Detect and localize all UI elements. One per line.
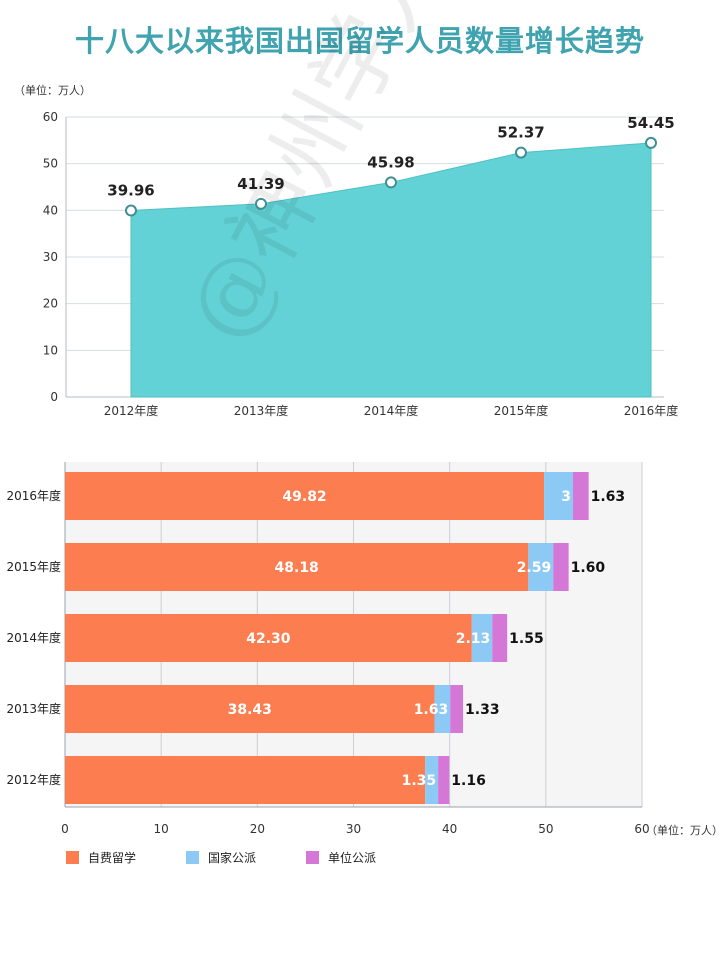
bar-xtick-label: 40	[442, 822, 457, 836]
area-xtick-label: 2013年度	[234, 403, 289, 418]
bar-value-label: 48.18	[275, 560, 319, 576]
bar-value-label: 1.55	[509, 631, 544, 647]
bar-segment	[65, 685, 435, 733]
area-point	[645, 136, 657, 149]
bar-segment	[65, 472, 545, 520]
bar-value-label: 1.35	[402, 773, 437, 789]
bar-value-label: 1.60	[571, 560, 606, 576]
bar-category-label: 2015年度	[6, 559, 61, 574]
bar-xtick-label: 10	[154, 822, 169, 836]
bar-segment	[425, 756, 439, 804]
area-value-label: 54.45	[627, 114, 674, 132]
bar-value-label: 1.33	[465, 702, 500, 718]
area-value-label: 39.96	[107, 182, 154, 200]
bar-value-label: 49.82	[282, 489, 326, 505]
bar-segment	[544, 472, 573, 520]
bar-segment	[65, 614, 472, 662]
bar-value-label: 2.13	[456, 631, 491, 647]
bar-chart-unit-label: （单位：万人）	[646, 824, 720, 837]
area-point	[255, 197, 267, 210]
area-xtick-label: 2015年度	[494, 403, 549, 418]
bar-category-label: 2013年度	[6, 701, 61, 716]
area-value-label: 45.98	[367, 153, 414, 171]
area-ytick-label: 0	[50, 390, 58, 404]
bar-category-label: 2014年度	[6, 630, 61, 645]
bar-xtick-label: 0	[61, 822, 69, 836]
bar-value-label: 42.30	[246, 631, 291, 647]
area-ytick-label: 40	[43, 203, 58, 217]
legend-label: 国家公派	[208, 850, 256, 865]
page-title: 十八大以来我国出国留学人员数量增长趋势	[74, 24, 645, 58]
area-xtick-label: 2016年度	[624, 403, 679, 418]
area-ytick-label: 60	[43, 110, 58, 124]
area-ytick-label: 50	[43, 157, 58, 171]
legend-swatch	[186, 851, 199, 864]
area-chart-unit-label: （单位：万人）	[14, 84, 91, 97]
area-point	[125, 204, 137, 217]
bar-value-label: 38.43	[228, 702, 272, 718]
bar-xtick-label: 50	[538, 822, 553, 836]
area-point	[515, 146, 527, 159]
area-point	[385, 176, 397, 189]
bar-value-label: 2.59	[517, 560, 552, 576]
area-xtick-label: 2012年度	[104, 403, 159, 418]
bar-value-label: 1.63	[414, 702, 449, 718]
bar-value-label: 1.63	[591, 489, 626, 505]
bar-segment	[65, 543, 529, 591]
area-chart: 0 10 20 30 40 50 60 39.96 41.39 45.98 52.37 54.45 20…	[43, 110, 679, 418]
area-ytick-label: 20	[43, 297, 58, 311]
area-ytick-label: 10	[43, 343, 58, 357]
bar-xtick-label: 30	[346, 822, 361, 836]
bar-value-label: 1.16	[451, 773, 486, 789]
area-ytick-label: 30	[43, 250, 58, 264]
bar-segment	[492, 614, 508, 662]
bar-segment	[434, 685, 451, 733]
bar-segment	[65, 756, 426, 804]
bar-segment	[553, 543, 569, 591]
bar-segment	[450, 685, 464, 733]
bar-value-label: 3	[561, 489, 571, 505]
bar-xtick-label: 20	[250, 822, 265, 836]
legend-swatch	[66, 851, 79, 864]
legend-swatch	[306, 851, 319, 864]
legend-label: 单位公派	[328, 850, 376, 865]
area-xtick-label: 2014年度	[364, 403, 419, 418]
area-value-label: 52.37	[497, 124, 544, 142]
legend-label: 自费留学	[88, 850, 136, 865]
bar-segment	[471, 614, 493, 662]
bar-category-label: 2012年度	[6, 772, 61, 787]
bar-segment	[528, 543, 554, 591]
bar-segment	[572, 472, 589, 520]
bar-xtick-label: 60	[634, 822, 649, 836]
bar-category-label: 2016年度	[6, 488, 61, 503]
bar-segment	[438, 756, 450, 804]
area-value-label: 41.39	[237, 175, 284, 193]
